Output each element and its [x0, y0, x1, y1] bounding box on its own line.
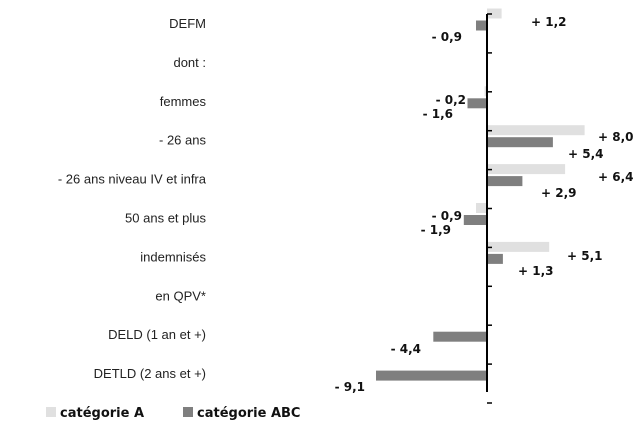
data-label: - 0,9: [432, 30, 462, 44]
bar-categorie-abc: [433, 331, 487, 342]
value-labels: + 1,2 - 0,2 + 8,0 + 6,4 - 0,9 + 5,1 - 0,9 - 1,6…: [335, 15, 634, 394]
data-label: + 5,4: [568, 147, 604, 161]
category-label: - 26 ans: [159, 133, 206, 148]
bar-categorie-abc: [487, 176, 523, 187]
data-label: - 0,2: [436, 93, 466, 107]
category-label: DELD (1 an et +): [108, 327, 206, 342]
legend-swatch: [183, 407, 193, 417]
data-label: - 1,9: [421, 223, 451, 237]
category-label: dont :: [173, 55, 206, 70]
bar-categorie-a: [487, 241, 550, 252]
bar-categorie-a: [487, 164, 566, 175]
category-labels: DEFM dont : femmes - 26 ans - 26 ans niveau …: [58, 16, 207, 381]
data-label: - 0,9: [432, 209, 462, 223]
data-label: - 4,4: [391, 342, 421, 356]
data-label: + 1,3: [518, 264, 554, 278]
data-label: + 5,1: [567, 249, 603, 263]
category-label: femmes: [160, 94, 207, 109]
category-label: DEFM: [169, 16, 206, 31]
bar-categorie-a: [476, 203, 487, 213]
data-label: + 1,2: [531, 15, 567, 29]
bar-categorie-abc: [376, 370, 487, 381]
bar-categorie-abc: [487, 253, 503, 264]
bar-categorie-abc: [476, 20, 487, 31]
bar-categorie-a: [484, 86, 487, 97]
zero-axis: [486, 13, 492, 404]
data-label: + 6,4: [598, 170, 634, 184]
bar-categorie-abc: [467, 98, 487, 109]
bars: [376, 8, 585, 381]
data-label: - 1,6: [423, 107, 453, 121]
bar-categorie-abc: [463, 215, 487, 225]
category-label: 50 ans et plus: [125, 211, 206, 226]
data-label: + 8,0: [598, 130, 634, 144]
legend: catégorie A catégorie ABC: [46, 406, 300, 421]
category-label: DETLD (2 ans et +): [94, 366, 206, 381]
category-label: - 26 ans niveau IV et infra: [58, 172, 207, 187]
bar-categorie-abc: [487, 137, 553, 148]
legend-label: catégorie ABC: [197, 406, 300, 421]
data-label: + 2,9: [541, 186, 577, 200]
bar-categorie-a: [487, 8, 502, 19]
category-label: en QPV*: [155, 288, 206, 303]
legend-swatch: [46, 407, 56, 417]
data-label: - 9,1: [335, 380, 365, 394]
legend-label: catégorie A: [60, 406, 144, 421]
bar-categorie-a: [487, 125, 585, 136]
category-label: indemnisés: [140, 249, 206, 264]
